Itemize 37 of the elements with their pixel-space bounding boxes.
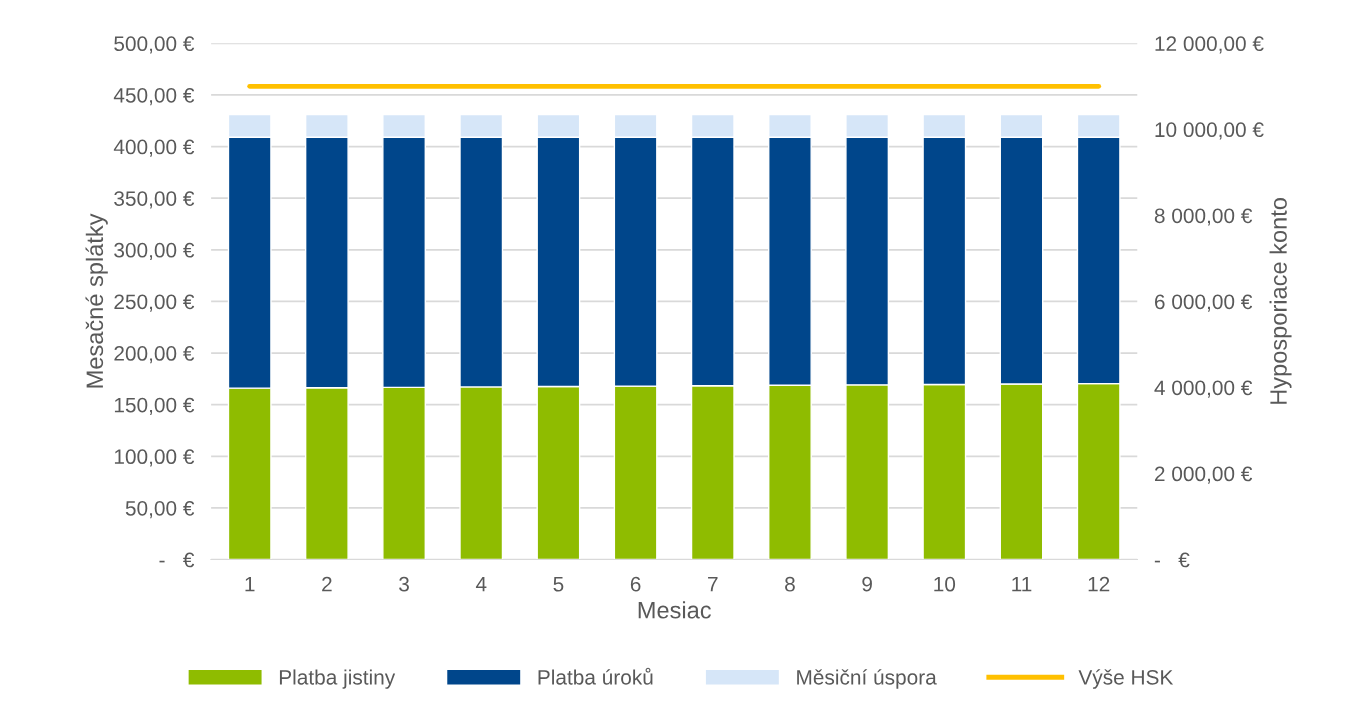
y-tick-label: - €	[159, 552, 195, 568]
y2-tick-label: 4 000,00 €	[1154, 380, 1253, 398]
legend-label: Měsiční úspora	[797, 669, 937, 689]
x-tick-label: 3	[399, 576, 409, 592]
y-tick-label: 400,00 €	[113, 139, 195, 157]
y-tick-label: 200,00 €	[114, 346, 195, 364]
x-tick-label: 9	[862, 576, 872, 592]
x-tick-label: 5	[553, 576, 564, 592]
x-tick-label: 7	[708, 576, 718, 592]
y2-tick-label: 12 000,00 €	[1155, 36, 1264, 54]
y2-axis-title: Hyposporiace konto	[1269, 198, 1292, 404]
x-tick-label: 4	[475, 576, 487, 592]
x-tick-label: 10	[934, 576, 956, 592]
legend-label: Platba jistiny	[279, 669, 396, 689]
x-tick-label: 11	[1012, 576, 1032, 592]
x-tick-label: 8	[785, 576, 795, 592]
y-tick-label: 500,00 €	[114, 36, 195, 54]
y2-tick-label: 8 000,00 €	[1154, 208, 1253, 226]
y2-tick-label: 2 000,00 €	[1154, 466, 1253, 484]
legend-label: Výše HSK	[1078, 669, 1174, 689]
y-tick-label: 50,00 €	[125, 500, 195, 519]
y-tick-label: 100,00 €	[114, 449, 195, 467]
y-tick-label: 150,00 €	[114, 397, 195, 415]
y-axis-title: Mesačné splátky	[85, 213, 108, 388]
x-axis-title: Mesiac	[638, 601, 711, 619]
y2-tick-label: 6 000,00 €	[1154, 294, 1253, 312]
y-tick-label: 250,00 €	[114, 294, 195, 312]
y-tick-label: 450,00 €	[113, 87, 195, 106]
x-tick-label: 1	[245, 576, 255, 592]
y2-tick-label: - €	[1154, 552, 1190, 568]
y-tick-label: 350,00 €	[114, 191, 195, 209]
x-tick-label: 12	[1088, 576, 1110, 592]
x-tick-label: 2	[322, 576, 332, 592]
x-tick-label: 6	[630, 576, 641, 592]
y2-tick-label: 10 000,00 €	[1155, 122, 1264, 140]
y-tick-label: 300,00 €	[114, 242, 195, 261]
legend-label: Platba úroků	[538, 667, 653, 685]
